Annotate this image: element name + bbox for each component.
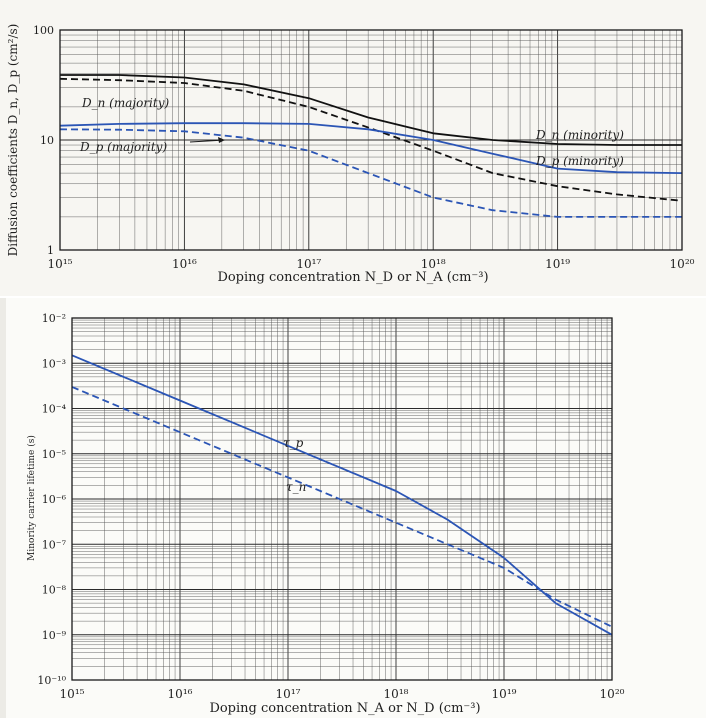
lifetime-x-tick-label: 10²⁰ <box>600 687 625 701</box>
diffusion-series-solid-3 <box>59 122 683 174</box>
diffusion-series-solid-1 <box>60 74 682 146</box>
lifetime-chart: 10¹⁵ 10¹⁶ 10¹⁷ 10¹⁸ 10¹⁹ 10²⁰ 10⁻¹⁰ 10⁻⁹ 10⁻⁸ 10⁻… <box>26 312 625 716</box>
diffusion-x-tick-label: 10²⁰ <box>670 257 695 271</box>
dp-majority-label: D_p (majority) <box>79 140 167 154</box>
diffusion-y-tick-label: 1 <box>47 244 54 257</box>
lifetime-x-tick-label: 10¹⁶ <box>168 687 193 701</box>
diffusion-y-axis-label: Diffusion coefficients D_n, D_p (cm²/s) <box>6 24 20 257</box>
tau-n-label: τ_n <box>286 480 306 494</box>
diffusion-chart: 10¹⁵ 10¹⁶ 10¹⁷ 10¹⁸ 10¹⁹ 10²⁰ 1 10 100 Doping co… <box>6 24 695 285</box>
lifetime-y-axis-label: Minority carrier lifetime (s) <box>26 435 37 561</box>
lifetime-series-solid-0 <box>71 354 613 636</box>
dn-minority-label: D_n (minority) <box>535 128 624 142</box>
lifetime-y-tick-label: 10⁻⁶ <box>42 493 67 506</box>
diffusion-series-dashed-0 <box>59 77 683 202</box>
lifetime-series <box>71 354 613 636</box>
lifetime-chart-panel: 10¹⁵ 10¹⁶ 10¹⁷ 10¹⁸ 10¹⁹ 10²⁰ 10⁻¹⁰ 10⁻⁹ 10⁻⁸ 10⁻… <box>0 298 706 718</box>
diffusion-series <box>59 74 683 218</box>
diffusion-x-tick-label: 10¹⁸ <box>421 257 446 271</box>
diffusion-plot-frame <box>59 29 683 251</box>
lifetime-y-tick-label: 10⁻⁸ <box>42 584 67 597</box>
lifetime-y-tick-label: 10⁻⁷ <box>42 538 67 551</box>
lifetime-y-tick-label: 10⁻⁵ <box>42 448 66 461</box>
tau-p-label: τ_p <box>283 436 304 450</box>
lifetime-y-tick-label: 10⁻¹⁰ <box>37 674 66 687</box>
lifetime-plot-frame <box>71 317 613 681</box>
diffusion-x-axis-label: Doping concentration N_D or N_A (cm⁻³) <box>217 270 488 285</box>
diffusion-x-tick-label: 10¹⁹ <box>545 257 570 271</box>
lifetime-y-tick-label: 10⁻² <box>42 312 66 325</box>
dp-majority-arrow <box>189 137 226 143</box>
diffusion-y-tick-label: 10 <box>40 134 54 147</box>
diffusion-chart-panel: 10¹⁵ 10¹⁶ 10¹⁷ 10¹⁸ 10¹⁹ 10²⁰ 1 10 100 Doping co… <box>0 0 706 296</box>
lifetime-y-tick-label: 10⁻⁹ <box>42 629 67 642</box>
diffusion-x-tick-label: 10¹⁵ <box>48 257 73 271</box>
lifetime-x-tick-label: 10¹⁸ <box>384 687 409 701</box>
diffusion-series-dashed-2 <box>59 128 682 218</box>
lifetime-x-tick-label: 10¹⁹ <box>492 687 517 701</box>
lifetime-x-tick-label: 10¹⁷ <box>276 687 301 701</box>
lifetime-y-tick-label: 10⁻⁴ <box>42 403 67 416</box>
lifetime-grid <box>71 318 612 681</box>
lifetime-x-tick-label: 10¹⁵ <box>60 687 85 701</box>
lifetime-series-dashed-1 <box>71 386 613 628</box>
diffusion-x-tick-label: 10¹⁷ <box>296 257 321 271</box>
lifetime-chart-paper <box>6 298 706 718</box>
lifetime-tick-labels: 10¹⁵ 10¹⁶ 10¹⁷ 10¹⁸ 10¹⁹ 10²⁰ 10⁻¹⁰ 10⁻⁹ 10⁻⁸ 10⁻… <box>37 312 624 701</box>
lifetime-y-tick-label: 10⁻³ <box>42 357 66 370</box>
diffusion-tick-labels: 10¹⁵ 10¹⁶ 10¹⁷ 10¹⁸ 10¹⁹ 10²⁰ 1 10 100 <box>33 24 695 271</box>
diffusion-y-tick-label: 100 <box>33 24 54 37</box>
dn-majority-label: D_n (majority) <box>81 96 170 110</box>
diffusion-x-tick-label: 10¹⁶ <box>172 257 197 271</box>
lifetime-x-axis-label: Doping concentration N_A or N_D (cm⁻³) <box>209 701 480 716</box>
dp-minority-label: D_p (minority) <box>535 154 624 168</box>
